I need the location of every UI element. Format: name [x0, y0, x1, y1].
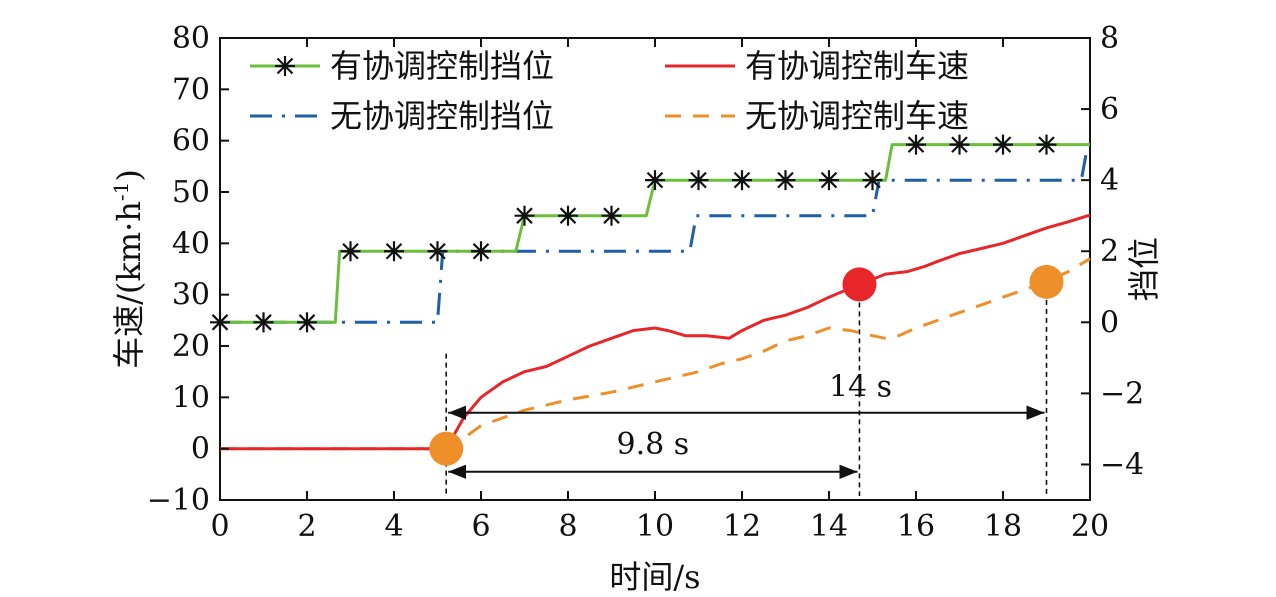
y-right-axis-title: 挡位	[1125, 237, 1163, 301]
label-9-8s: 9.8 s	[616, 427, 689, 462]
y-left-tick-label: 60	[172, 124, 210, 159]
star-marker	[384, 241, 404, 262]
star-marker	[427, 241, 448, 262]
y-right-tick-label: −2	[1100, 376, 1144, 411]
x-tick-label: 6	[471, 509, 490, 544]
y-left-tick-label: 0	[191, 432, 210, 467]
y-left-title-exp: -1	[109, 182, 133, 201]
y-left-title-prefix: 车速/(km·h	[110, 201, 148, 369]
series-line-left-2	[220, 257, 1091, 451]
coordinated-end-point-marker	[842, 267, 877, 302]
y-right-tick-label: 6	[1100, 92, 1119, 127]
star-marker	[688, 170, 709, 191]
y-right-tick-label: −4	[1100, 447, 1144, 482]
star-marker	[775, 170, 796, 191]
star-marker	[297, 312, 317, 333]
series-layer	[210, 134, 1091, 451]
y-left-tick-label: 40	[172, 226, 210, 261]
star-marker	[558, 205, 578, 226]
legend-label: 无协调控制挡位	[330, 97, 554, 135]
series-line-right-0	[220, 143, 1090, 324]
legend-label: 无协调控制车速	[745, 97, 969, 135]
x-tick-label: 10	[636, 509, 674, 544]
x-tick-label: 2	[297, 509, 316, 544]
x-tick-label: 4	[384, 509, 403, 544]
ticks-layer: 0 2 4 6 8 10 12 14 16 18 20−1001020304050607080−4−…	[147, 21, 1145, 544]
legend-entry: 无协调控制车速	[665, 97, 969, 135]
star-marker	[906, 134, 926, 155]
y-left-axis-title: 车速/(km·h-1)	[109, 169, 148, 369]
star-marker	[514, 205, 535, 226]
y-left-tick-label: −10	[147, 483, 210, 518]
legend-entry: 有协调控制挡位	[250, 47, 554, 85]
star-marker	[1036, 134, 1057, 155]
star-marker	[862, 170, 883, 191]
y-left-tick-label: 20	[172, 329, 210, 364]
star-marker	[340, 241, 361, 262]
series-line-left-3	[220, 213, 1091, 451]
legend-entry: 无协调控制挡位	[250, 97, 554, 135]
star-marker	[732, 170, 752, 191]
series-line-right-1	[220, 143, 1090, 324]
x-tick-label: 16	[897, 509, 935, 544]
y-right-tick-label: 2	[1100, 234, 1119, 269]
y-left-tick-label: 50	[172, 175, 210, 210]
legend-entry: 有协调控制车速	[665, 47, 969, 85]
y-right-tick-label: 8	[1100, 21, 1119, 56]
y-right-tick-label: 4	[1100, 163, 1119, 198]
label-14s: 14 s	[829, 370, 892, 405]
y-left-tick-label: 70	[172, 72, 210, 107]
legend-label: 有协调控制车速	[745, 47, 969, 85]
x-tick-label: 14	[810, 509, 848, 544]
x-tick-label: 12	[723, 509, 761, 544]
y-left-tick-label: 80	[172, 21, 210, 56]
star-marker	[645, 170, 665, 191]
annotation-layer: 14 s 9.8 s	[429, 264, 1064, 496]
star-marker	[949, 134, 970, 155]
y-left-title-suffix: )	[110, 169, 148, 181]
x-axis-title: 时间/s	[609, 558, 700, 596]
legend-label: 有协调控制挡位	[330, 47, 554, 85]
uncoordinated-end-point-marker	[1029, 264, 1064, 299]
start-point-marker	[429, 431, 464, 466]
star-marker	[210, 312, 230, 333]
star-marker	[819, 170, 839, 191]
star-marker	[471, 241, 491, 262]
y-left-tick-label: 10	[172, 380, 210, 415]
x-tick-label: 18	[984, 509, 1022, 544]
x-tick-label: 8	[558, 509, 577, 544]
star-marker	[601, 205, 622, 226]
star-marker	[253, 312, 274, 333]
x-tick-label: 20	[1071, 509, 1109, 544]
star-marker	[993, 134, 1013, 155]
y-left-tick-label: 30	[172, 278, 210, 313]
x-tick-label: 0	[210, 509, 229, 544]
y-right-tick-label: 0	[1100, 305, 1119, 340]
